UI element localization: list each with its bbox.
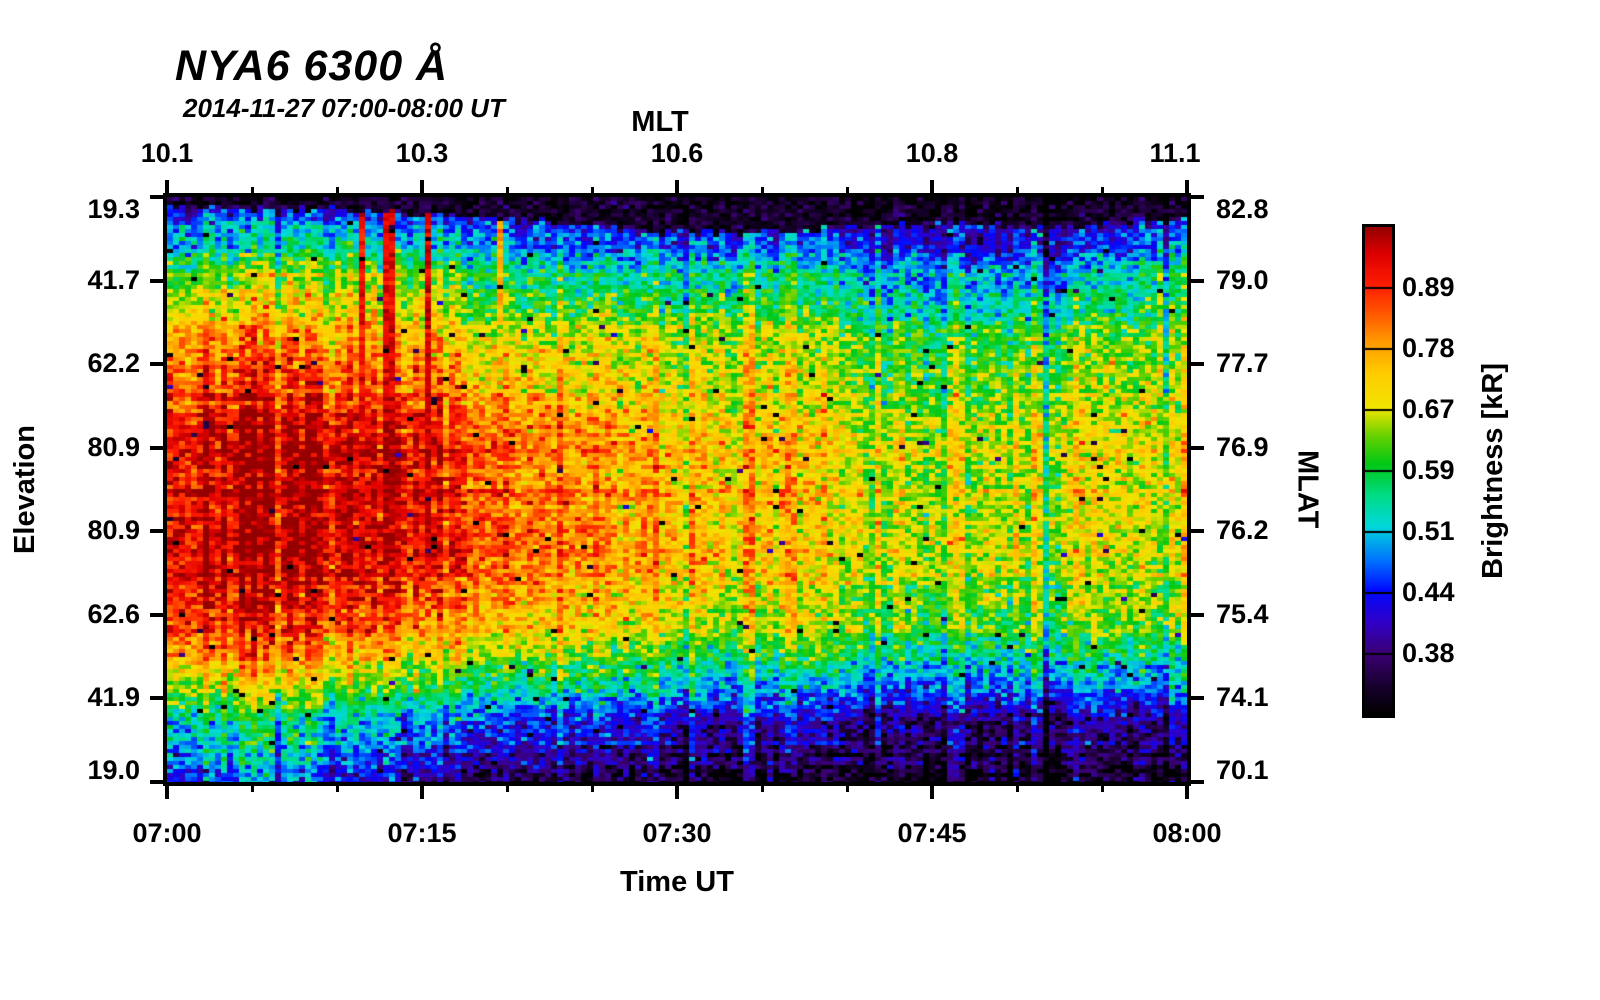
x-tick-label: 07:30 xyxy=(642,818,712,848)
colorbar xyxy=(1362,224,1395,718)
right-tick-label: 76.2 xyxy=(1216,515,1269,546)
top-axis-tick xyxy=(335,187,339,197)
right-axis-tick xyxy=(1187,612,1204,617)
y-tick-label: 41.9 xyxy=(87,682,140,713)
y-axis-tick xyxy=(150,362,167,367)
y-axis-title: Elevation xyxy=(8,425,41,554)
y-tick-label: 80.9 xyxy=(87,515,140,546)
top-axis-tick xyxy=(1015,187,1019,197)
y-tick-label: 41.7 xyxy=(87,264,140,295)
y-axis-tick xyxy=(150,780,167,784)
y-axis-tick xyxy=(150,195,167,199)
y-tick-label: 62.2 xyxy=(87,348,140,379)
right-tick-label: 76.9 xyxy=(1216,431,1269,462)
x-tick-label: 07:15 xyxy=(387,818,457,848)
right-tick-label: 82.8 xyxy=(1216,194,1269,224)
top-axis-tick xyxy=(1100,187,1104,197)
x-axis-tick xyxy=(1100,782,1104,792)
top-tick-label: 10.1 xyxy=(140,138,194,168)
y-tick-label: 80.9 xyxy=(87,431,140,462)
top-tick-label: 10.8 xyxy=(905,138,959,168)
x-axis-tick xyxy=(165,782,169,799)
x-axis-tick xyxy=(930,782,934,799)
x-axis-tick xyxy=(845,782,849,792)
right-axis-title: MLAT xyxy=(1291,450,1324,529)
x-axis-tick xyxy=(250,782,254,792)
colorbar-tick-label: 0.51 xyxy=(1402,516,1455,546)
top-axis-tick xyxy=(1185,180,1189,197)
right-tick-label: 70.1 xyxy=(1216,755,1269,785)
x-axis-tick xyxy=(1185,782,1189,799)
plot-frame xyxy=(163,193,1191,786)
x-axis-tick xyxy=(420,782,424,799)
chart-subtitle: 2014-11-27 07:00-08:00 UT xyxy=(183,93,505,123)
top-axis-tick xyxy=(930,180,934,197)
x-axis-tick xyxy=(760,782,764,792)
x-tick-label: 07:45 xyxy=(897,818,967,848)
top-axis-tick xyxy=(505,187,509,197)
right-axis-title-wrap: MLAT xyxy=(1284,197,1330,782)
colorbar-tick-label: 0.89 xyxy=(1402,272,1455,302)
y-axis-tick xyxy=(150,445,167,450)
colorbar-tick-label: 0.59 xyxy=(1402,455,1455,485)
top-axis-title: MLT xyxy=(631,106,689,138)
top-axis-tick xyxy=(760,187,764,197)
y-axis-tick xyxy=(150,529,167,534)
colorbar-tick-label: 0.67 xyxy=(1402,394,1455,424)
right-tick-label: 79.0 xyxy=(1216,264,1269,295)
y-axis-tick xyxy=(150,696,167,701)
colorbar-tick-label: 0.78 xyxy=(1402,333,1455,363)
x-axis-tick xyxy=(1015,782,1019,792)
top-tick-label: 10.6 xyxy=(650,138,704,168)
right-axis-tick xyxy=(1187,278,1204,283)
x-tick-label: 08:00 xyxy=(1152,818,1222,848)
x-axis-tick xyxy=(505,782,509,792)
x-axis-tick xyxy=(675,782,679,799)
right-tick-label: 75.4 xyxy=(1216,598,1269,629)
y-axis-tick xyxy=(150,278,167,283)
colorbar-tick-label: 0.44 xyxy=(1402,577,1455,607)
right-tick-label: 77.7 xyxy=(1216,348,1269,379)
y-tick-label: 62.6 xyxy=(87,598,140,629)
right-axis-tick xyxy=(1187,195,1204,199)
right-axis-tick xyxy=(1187,529,1204,534)
top-axis-tick xyxy=(165,180,169,197)
x-axis-tick xyxy=(335,782,339,792)
top-tick-label: 11.1 xyxy=(1149,138,1201,168)
right-tick-label: 74.1 xyxy=(1216,682,1269,713)
y-axis-tick xyxy=(150,612,167,617)
top-axis-tick xyxy=(250,187,254,197)
x-tick-label: 07:00 xyxy=(132,818,202,848)
top-axis-tick xyxy=(590,187,594,197)
y-tick-label: 19.0 xyxy=(87,755,140,785)
top-tick-label: 10.3 xyxy=(395,138,449,168)
top-axis-tick xyxy=(845,187,849,197)
right-axis-tick xyxy=(1187,696,1204,701)
right-axis-tick xyxy=(1187,362,1204,367)
x-axis-title: Time UT xyxy=(620,866,734,898)
right-axis-tick xyxy=(1187,780,1204,784)
top-axis-tick xyxy=(420,180,424,197)
y-tick-label: 19.3 xyxy=(87,194,140,224)
right-axis-tick xyxy=(1187,445,1204,450)
top-axis-tick xyxy=(675,180,679,197)
colorbar-tick-label: 0.38 xyxy=(1402,638,1455,668)
x-axis-tick xyxy=(590,782,594,792)
chart-title: NYA6 6300 Å xyxy=(175,42,449,90)
heatmap-canvas xyxy=(167,197,1187,782)
